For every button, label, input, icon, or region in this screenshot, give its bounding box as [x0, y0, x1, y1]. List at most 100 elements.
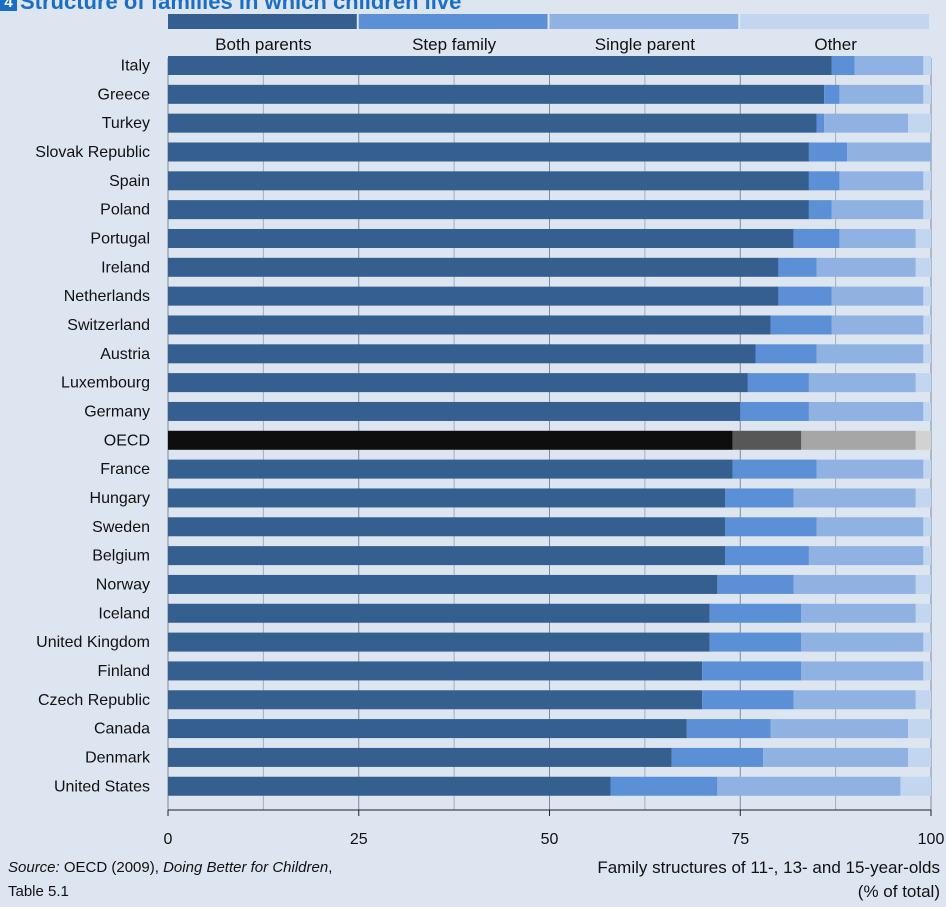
bar-segment-single-parent — [824, 113, 909, 133]
source-table: , Table 5.1 — [8, 859, 333, 900]
legend-label: Step family — [412, 35, 497, 54]
bar-segment-step-family — [770, 315, 832, 335]
bar-segment-step-family — [709, 632, 802, 652]
bar-segment-both-parents — [168, 200, 809, 220]
bar-segment-both-parents — [168, 113, 817, 133]
bar-segment-other — [915, 488, 931, 508]
bar-segment-single-parent — [854, 56, 924, 75]
bar-segment-both-parents — [168, 142, 809, 162]
bar-segment-both-parents — [168, 747, 672, 767]
x-axis-label-line1: Family structures of 11-, 13- and 15-yea… — [597, 858, 940, 877]
bar-segment-single-parent — [763, 747, 909, 767]
category-label: Greece — [98, 86, 151, 103]
category-label: Iceland — [98, 605, 150, 622]
bar-segment-single-parent — [808, 373, 916, 393]
bar-segment-single-parent — [816, 344, 924, 364]
bar-segment-both-parents — [168, 171, 809, 191]
legend-swatch — [549, 14, 739, 29]
bar-segment-other — [923, 517, 931, 537]
category-label: Belgium — [92, 548, 150, 565]
category-label: Canada — [94, 721, 150, 738]
bar-segment-single-parent — [816, 257, 916, 277]
bar-segment-other — [915, 430, 931, 450]
category-label: OECD — [104, 432, 150, 449]
bar-segment-other — [915, 228, 931, 248]
x-tick-label: 0 — [164, 831, 173, 848]
category-label: Italy — [121, 58, 150, 75]
bar-segment-single-parent — [801, 661, 924, 681]
bar-segment-single-parent — [839, 171, 924, 191]
category-label: Denmark — [85, 749, 151, 766]
source-note: Source: OECD (2009), Doing Better for Ch… — [8, 856, 348, 904]
bar-segment-single-parent — [793, 488, 916, 508]
bar-segment-step-family — [831, 56, 855, 75]
legend-label: Other — [814, 35, 857, 54]
bar-segment-both-parents — [168, 546, 725, 566]
bar-segment-other — [915, 257, 931, 277]
bar-segment-step-family — [778, 286, 832, 306]
bar-segment-both-parents — [168, 315, 771, 335]
bar-segment-other — [915, 574, 931, 594]
bar-segment-single-parent — [847, 142, 931, 162]
bars — [168, 56, 931, 796]
bar-segment-other — [923, 546, 931, 566]
bar-segment-step-family — [747, 373, 809, 393]
category-label: Spain — [109, 173, 150, 190]
category-label: Netherlands — [64, 288, 150, 305]
bar-segment-both-parents — [168, 488, 725, 508]
category-label: United States — [54, 778, 150, 795]
bar-segment-step-family — [610, 776, 718, 796]
x-tick-label: 25 — [350, 831, 368, 848]
category-label: Norway — [96, 576, 150, 593]
bar-segment-single-parent — [816, 517, 924, 537]
x-tick-label: 100 — [918, 831, 945, 848]
bar-segment-both-parents — [168, 632, 710, 652]
bar-segment-both-parents — [168, 401, 741, 421]
bar-segment-single-parent — [793, 574, 916, 594]
bar-segment-single-parent — [839, 228, 916, 248]
bar-segment-step-family — [702, 690, 794, 710]
bar-segment-both-parents — [168, 661, 703, 681]
bar-segment-both-parents — [168, 719, 687, 739]
bar-segment-other — [908, 113, 931, 133]
bar-segment-other — [908, 747, 931, 767]
bar-segment-step-family — [778, 257, 817, 277]
bar-segment-other — [923, 200, 931, 220]
category-labels: Italy Greece Turkey Slovak Republic Spain Pol… — [35, 58, 151, 796]
legend-swatch — [740, 14, 929, 29]
category-label: Turkey — [102, 115, 150, 132]
legend-swatch — [168, 14, 357, 29]
bar-segment-single-parent — [793, 690, 916, 710]
bar-segment-both-parents — [168, 84, 825, 104]
x-tick-label: 75 — [731, 831, 749, 848]
stacked-bar-chart: Italy Greece Turkey Slovak Republic Spain Pol… — [35, 14, 945, 848]
bar-segment-step-family — [816, 113, 825, 133]
bar-segment-single-parent — [808, 546, 924, 566]
bar-segment-other — [915, 603, 931, 623]
category-label: Austria — [100, 346, 150, 363]
bar-segment-single-parent — [839, 84, 924, 104]
category-label: Poland — [100, 202, 150, 219]
bar-segment-single-parent — [831, 286, 924, 306]
bar-segment-both-parents — [168, 257, 779, 277]
bar-segment-single-parent — [816, 459, 924, 479]
bar-segment-step-family — [709, 603, 802, 623]
bar-segment-other — [923, 56, 931, 75]
bar-segment-single-parent — [801, 603, 916, 623]
bar-segment-step-family — [808, 142, 848, 162]
bar-segment-step-family — [808, 171, 840, 191]
bar-segment-other — [923, 459, 931, 479]
category-label: Hungary — [90, 490, 150, 507]
bar-segment-step-family — [686, 719, 771, 739]
bar-segment-single-parent — [831, 200, 924, 220]
category-label: Czech Republic — [38, 692, 150, 709]
bar-segment-step-family — [740, 401, 809, 421]
category-label: Luxembourg — [61, 375, 150, 392]
bar-segment-other — [923, 344, 931, 364]
bar-segment-step-family — [724, 546, 809, 566]
chart-title: Structure of families in which children … — [20, 0, 462, 14]
bar-segment-step-family — [793, 228, 840, 248]
bar-segment-step-family — [724, 517, 817, 537]
legend-swatch — [358, 14, 548, 29]
bar-segment-single-parent — [801, 632, 924, 652]
